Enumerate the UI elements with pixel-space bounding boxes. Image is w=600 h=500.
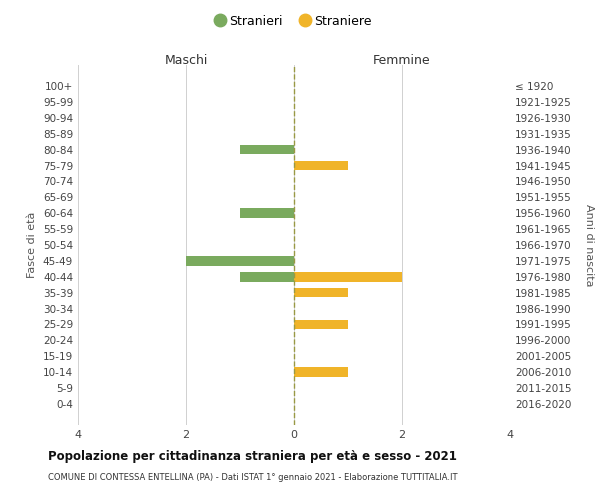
Bar: [294, 368, 348, 377]
Y-axis label: Fasce di età: Fasce di età: [28, 212, 37, 278]
Bar: [240, 145, 294, 154]
Text: Femmine: Femmine: [373, 54, 431, 67]
Legend: Stranieri, Straniere: Stranieri, Straniere: [213, 11, 375, 32]
Bar: [186, 256, 294, 266]
Bar: [294, 272, 402, 281]
Text: COMUNE DI CONTESSA ENTELLINA (PA) - Dati ISTAT 1° gennaio 2021 - Elaborazione TU: COMUNE DI CONTESSA ENTELLINA (PA) - Dati…: [48, 472, 458, 482]
Bar: [294, 288, 348, 298]
Bar: [240, 272, 294, 281]
Bar: [240, 208, 294, 218]
Text: Popolazione per cittadinanza straniera per età e sesso - 2021: Popolazione per cittadinanza straniera p…: [48, 450, 457, 463]
Bar: [294, 161, 348, 170]
Text: Maschi: Maschi: [164, 54, 208, 67]
Y-axis label: Anni di nascita: Anni di nascita: [584, 204, 594, 286]
Bar: [294, 320, 348, 329]
